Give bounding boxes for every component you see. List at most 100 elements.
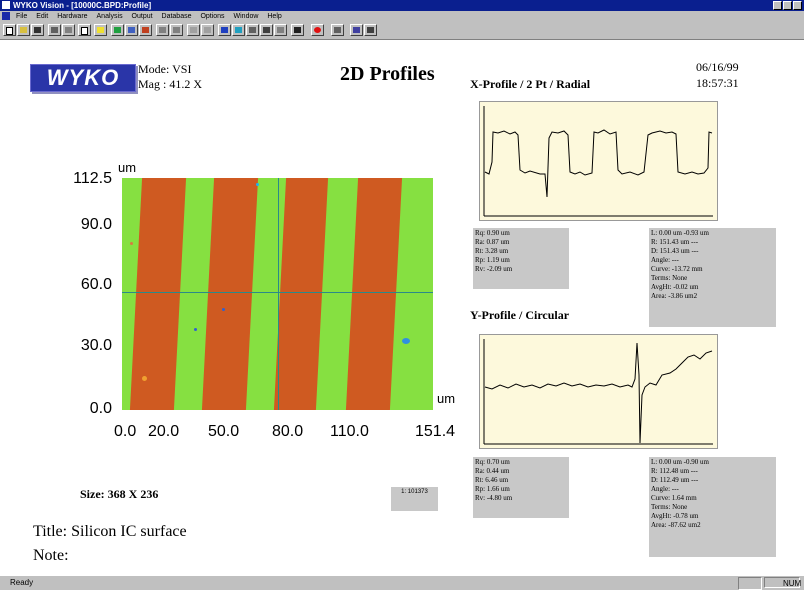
info-box: 1: 101373: [391, 487, 438, 511]
profile2-icon[interactable]: [170, 24, 183, 36]
chart-icon[interactable]: [111, 24, 124, 36]
stat-line: Ra: 0.44 um: [475, 467, 510, 475]
y-unit-label: um: [118, 160, 137, 175]
stat-line: Area: -87.62 um2: [651, 521, 701, 529]
stat-line: Curve: -13.72 mm: [651, 265, 703, 273]
surface-defect: [402, 338, 410, 344]
3d-icon[interactable]: [218, 24, 231, 36]
minimize-button[interactable]: [773, 1, 782, 10]
histogram-icon[interactable]: [246, 24, 259, 36]
maximize-button[interactable]: [783, 1, 792, 10]
mag-text: Mag : 41.2 X: [138, 77, 202, 91]
stat-line: Rp: 1.66 um: [475, 485, 510, 493]
y-tick-label: 0.0: [89, 400, 112, 417]
toolbar: [0, 22, 804, 40]
stat-line: D: 151.43 um ---: [651, 247, 699, 255]
pointer-icon[interactable]: [291, 24, 304, 36]
app-icon: [2, 1, 10, 9]
menu-file[interactable]: File: [15, 13, 28, 20]
page-title: 2D Profiles: [340, 63, 435, 85]
x-cursor-line[interactable]: [122, 292, 433, 293]
status-text: Ready: [10, 578, 34, 587]
surface-defect: [222, 308, 225, 311]
x-tick-label: 80.0: [272, 423, 304, 440]
x-tick-label: 151.4: [415, 423, 456, 440]
menu-hardware[interactable]: Hardware: [57, 13, 88, 20]
save-icon[interactable]: [31, 24, 44, 36]
date-text: 06/16/99: [696, 60, 739, 74]
status-bar: Ready NUM: [0, 575, 804, 590]
menu-options[interactable]: Options: [200, 13, 225, 20]
stat-line: D: 112.49 um ---: [651, 476, 699, 484]
x-profile-plot[interactable]: [479, 101, 718, 221]
x-unit-label: um: [437, 391, 456, 406]
new-icon[interactable]: [3, 24, 16, 36]
menu-database[interactable]: Database: [161, 13, 192, 20]
stat-line: Terms: None: [651, 274, 688, 282]
x-tick-label: 20.0: [148, 423, 180, 440]
y-tick-label: 60.0: [80, 276, 112, 293]
record-icon[interactable]: [311, 24, 324, 36]
close-button[interactable]: [793, 1, 802, 10]
title-note: Title: Silicon IC surface: [33, 523, 187, 540]
print-preview-icon[interactable]: [62, 24, 75, 36]
stat-line: Curve: 1.64 mm: [651, 494, 697, 502]
stat-line: Area: -3.86 um2: [651, 292, 698, 300]
pointer-help-icon[interactable]: [350, 24, 363, 36]
stat-line: Rt: 3.28 um: [475, 247, 509, 255]
menu-bar: File Edit Hardware Analysis Output Datab…: [0, 11, 804, 22]
open-icon[interactable]: [17, 24, 30, 36]
bar-icon[interactable]: [139, 24, 152, 36]
stat-line: Rv: -2.09 um: [475, 265, 513, 273]
stat-line: Angle: ---: [651, 485, 679, 493]
menu-help[interactable]: Help: [267, 13, 282, 20]
x-tick-label: 110.0: [330, 423, 369, 440]
x-tick-label: 50.0: [208, 423, 240, 440]
x-profile-stats-right: L: 0.00 um -0.93 um R: 151.43 um --- D: …: [649, 228, 776, 327]
zoom2-icon[interactable]: [201, 24, 214, 36]
y-cursor-line[interactable]: [278, 178, 279, 410]
x-profile-stats-left: Rq: 0.90 um Ra: 0.87 um Rt: 3.28 um Rp: …: [473, 228, 569, 289]
surface-stripe: [345, 178, 403, 410]
window-titlebar: WYKO Vision - [10000C.BPD:Profile]: [0, 0, 804, 11]
y-profile-stats-right: L: 0.00 um -0.90 um R: 112.48 um --- D: …: [649, 457, 776, 557]
surface-stripe: [129, 178, 187, 410]
stat-line: Rv: -4.80 um: [475, 494, 513, 502]
surface-map[interactable]: [122, 178, 433, 410]
doc-icon: [2, 12, 10, 20]
line-icon[interactable]: [274, 24, 287, 36]
y-profile-plot[interactable]: [479, 334, 718, 449]
contour-icon[interactable]: [232, 24, 245, 36]
stat-line: L: 0.00 um -0.93 um: [651, 229, 709, 237]
copy-icon[interactable]: [78, 24, 91, 36]
y-tick-label: 112.5: [73, 170, 112, 187]
menu-window[interactable]: Window: [233, 13, 259, 20]
stat-line: AvgHt: -0.02 um: [651, 283, 699, 291]
yellow-panel-icon[interactable]: [94, 24, 107, 36]
grid-icon[interactable]: [125, 24, 138, 36]
profile-icon[interactable]: [156, 24, 169, 36]
stat-line: Rq: 0.90 um: [475, 229, 510, 237]
time-text: 18:57:31: [696, 76, 739, 90]
menu-analysis[interactable]: Analysis: [96, 13, 123, 20]
note-label: Note:: [33, 547, 69, 564]
settings-icon[interactable]: [331, 24, 344, 36]
mode-text: Mode: VSI: [138, 62, 192, 76]
help-icon[interactable]: [364, 24, 377, 36]
x-profile-title: X-Profile / 2 Pt / Radial: [470, 77, 591, 91]
y-tick-label: 90.0: [80, 216, 112, 233]
size-label: Size: 368 X 236: [80, 487, 159, 501]
surface-stripe: [273, 178, 329, 410]
stat-line: R: 151.43 um ---: [651, 238, 699, 246]
wyko-logo: WYKO: [30, 64, 136, 92]
surface-defect: [256, 183, 259, 186]
menu-output[interactable]: Output: [131, 13, 153, 20]
menu-edit[interactable]: Edit: [36, 13, 49, 20]
num-lock-indicator: NUM: [764, 577, 801, 588]
zoom-icon[interactable]: [187, 24, 200, 36]
stat-line: Rp: 1.19 um: [475, 256, 510, 264]
window-title: WYKO Vision - [10000C.BPD:Profile]: [13, 1, 152, 10]
print-icon[interactable]: [48, 24, 61, 36]
stat-line: AvgHt: -0.78 um: [651, 512, 699, 520]
measure-icon[interactable]: [260, 24, 273, 36]
